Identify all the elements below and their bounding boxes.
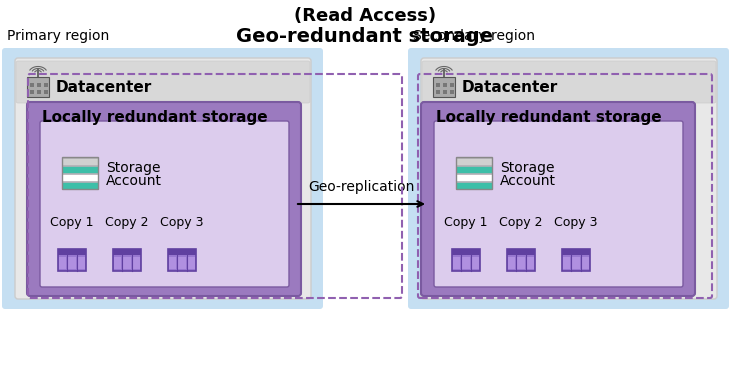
Bar <box>436 83 440 87</box>
Bar <box>58 249 86 255</box>
FancyBboxPatch shape <box>16 61 310 103</box>
Bar <box>30 83 34 87</box>
Bar <box>62 166 98 173</box>
FancyBboxPatch shape <box>421 102 695 296</box>
Bar <box>37 83 41 87</box>
FancyBboxPatch shape <box>40 121 289 287</box>
Bar <box>178 257 186 269</box>
Text: Copy 3: Copy 3 <box>554 216 598 229</box>
Bar <box>582 257 589 269</box>
Bar <box>168 249 196 271</box>
Bar <box>37 90 41 94</box>
Bar <box>132 257 140 269</box>
Bar <box>563 257 570 269</box>
Bar <box>169 257 176 269</box>
Text: Secondary region: Secondary region <box>413 29 535 43</box>
Text: Primary region: Primary region <box>7 29 109 43</box>
Bar <box>62 158 98 165</box>
Bar <box>452 249 480 255</box>
FancyBboxPatch shape <box>408 48 729 309</box>
Bar <box>456 158 492 165</box>
Bar <box>562 249 590 255</box>
Bar <box>443 90 447 94</box>
Bar <box>27 77 49 97</box>
Bar <box>59 257 67 269</box>
Bar <box>450 90 454 94</box>
Bar <box>124 257 131 269</box>
Bar <box>113 249 141 255</box>
FancyBboxPatch shape <box>422 61 716 103</box>
Text: Storage: Storage <box>500 161 555 175</box>
Bar <box>507 249 535 255</box>
Bar <box>77 257 85 269</box>
Bar <box>562 249 590 271</box>
Bar <box>456 166 492 173</box>
Bar <box>471 257 479 269</box>
Bar <box>526 257 534 269</box>
Bar <box>456 182 492 189</box>
FancyBboxPatch shape <box>421 58 717 299</box>
Bar <box>436 90 440 94</box>
Text: Locally redundant storage: Locally redundant storage <box>42 109 268 125</box>
Bar <box>462 257 469 269</box>
Bar <box>456 157 492 189</box>
Text: Datacenter: Datacenter <box>56 79 152 95</box>
Text: Geo-replication: Geo-replication <box>308 180 414 194</box>
Bar <box>188 257 195 269</box>
Bar <box>433 77 455 97</box>
FancyBboxPatch shape <box>15 58 311 299</box>
Bar <box>62 182 98 189</box>
Bar <box>518 257 525 269</box>
Text: Copy 2: Copy 2 <box>499 216 542 229</box>
Bar <box>62 157 98 189</box>
Text: Copy 1: Copy 1 <box>50 216 94 229</box>
FancyBboxPatch shape <box>27 102 301 296</box>
Text: Copy 1: Copy 1 <box>444 216 488 229</box>
Bar <box>44 90 48 94</box>
Text: Storage: Storage <box>106 161 161 175</box>
Bar <box>44 83 48 87</box>
Text: (Read Access): (Read Access) <box>294 7 436 25</box>
Text: Datacenter: Datacenter <box>462 79 558 95</box>
Bar <box>443 83 447 87</box>
Bar <box>114 257 121 269</box>
Bar <box>456 174 492 181</box>
Bar <box>453 257 461 269</box>
Text: Locally redundant storage: Locally redundant storage <box>436 109 662 125</box>
Bar <box>113 249 141 271</box>
Text: Copy 3: Copy 3 <box>160 216 204 229</box>
Bar <box>508 257 515 269</box>
Bar <box>450 83 454 87</box>
Bar <box>572 257 580 269</box>
Bar <box>62 174 98 181</box>
Bar <box>58 249 86 271</box>
Text: Account: Account <box>106 174 162 188</box>
Text: Geo-redundant storage: Geo-redundant storage <box>237 26 493 46</box>
FancyBboxPatch shape <box>2 48 323 309</box>
FancyBboxPatch shape <box>434 121 683 287</box>
Bar <box>68 257 76 269</box>
Bar <box>168 249 196 255</box>
Text: Account: Account <box>500 174 556 188</box>
Text: Copy 2: Copy 2 <box>105 216 148 229</box>
Bar <box>30 90 34 94</box>
Bar <box>507 249 535 271</box>
Bar <box>452 249 480 271</box>
